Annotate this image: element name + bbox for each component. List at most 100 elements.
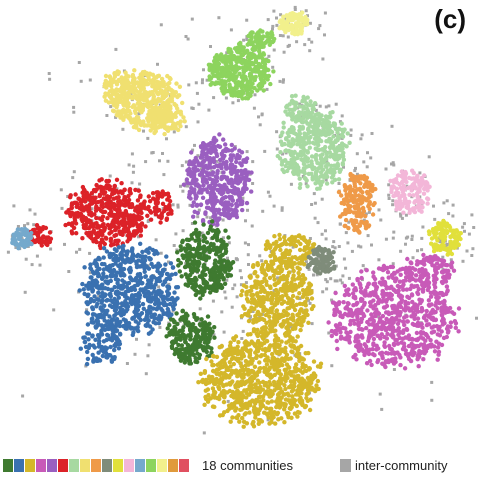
- data-point: [295, 334, 300, 339]
- data-point: [235, 168, 241, 174]
- data-point: [103, 346, 109, 351]
- inter-community-point: [278, 34, 282, 37]
- data-point: [257, 49, 262, 54]
- data-point: [205, 266, 210, 272]
- data-point: [226, 235, 231, 240]
- data-point: [192, 287, 197, 292]
- data-point: [391, 193, 396, 199]
- data-point: [281, 14, 286, 19]
- data-point: [120, 278, 125, 283]
- data-point: [407, 175, 412, 181]
- data-point: [164, 334, 169, 339]
- data-point: [289, 22, 294, 28]
- inter-community-point: [186, 184, 190, 188]
- data-point: [243, 74, 248, 80]
- inter-community-point: [157, 285, 161, 289]
- inter-community-point: [205, 250, 209, 254]
- data-point: [119, 211, 124, 216]
- data-point: [272, 277, 277, 282]
- inter-community-point: [225, 51, 229, 55]
- inter-community-point: [369, 156, 373, 160]
- inter-community-point: [399, 214, 403, 218]
- data-point: [96, 232, 101, 238]
- data-point: [82, 291, 87, 297]
- data-point: [113, 291, 119, 296]
- data-point: [180, 239, 185, 245]
- data-point: [335, 134, 341, 139]
- data-point: [206, 205, 211, 211]
- inter-community-point: [241, 196, 245, 200]
- data-point: [191, 200, 196, 205]
- data-point: [204, 180, 210, 185]
- data-point: [181, 255, 186, 261]
- inter-community-point: [387, 197, 391, 200]
- data-point: [168, 317, 174, 322]
- data-point: [116, 245, 122, 250]
- inter-community-point: [88, 251, 92, 255]
- data-point: [142, 96, 148, 102]
- data-point: [297, 104, 303, 109]
- data-point: [366, 195, 371, 200]
- data-point: [136, 299, 141, 304]
- data-point: [324, 164, 329, 169]
- data-point: [217, 144, 223, 149]
- data-point: [22, 241, 28, 246]
- data-point: [130, 332, 135, 338]
- data-point: [200, 155, 205, 160]
- inter-community-point: [357, 244, 361, 248]
- data-point: [114, 319, 120, 325]
- data-point: [193, 280, 198, 286]
- data-point: [101, 255, 106, 260]
- data-point: [24, 228, 30, 233]
- inter-community-point: [465, 249, 469, 253]
- inter-community-point: [404, 242, 407, 246]
- inter-community-point: [321, 57, 325, 61]
- data-point: [242, 306, 247, 311]
- inter-community-point: [432, 204, 435, 208]
- data-point: [154, 75, 159, 80]
- data-point: [352, 205, 358, 211]
- data-point: [220, 174, 225, 179]
- data-point: [192, 220, 198, 225]
- inter-community-point: [197, 102, 201, 106]
- data-point: [110, 221, 115, 226]
- data-point: [246, 52, 252, 57]
- inter-community-point: [377, 315, 381, 319]
- data-point: [176, 257, 181, 263]
- data-point: [415, 189, 421, 195]
- inter-community-point: [353, 169, 357, 173]
- data-point: [95, 319, 100, 324]
- data-point: [107, 314, 112, 319]
- data-point: [115, 323, 120, 328]
- data-point: [152, 111, 157, 117]
- data-point: [69, 205, 75, 211]
- inter-community-point: [298, 102, 302, 106]
- data-point: [151, 275, 157, 280]
- inter-community-point: [404, 213, 408, 217]
- data-point: [94, 182, 99, 188]
- inter-community-point: [303, 43, 307, 47]
- data-point: [269, 30, 274, 36]
- inter-community-point: [355, 152, 359, 156]
- data-point: [395, 173, 401, 178]
- data-point: [137, 271, 143, 277]
- inter-community-point: [334, 102, 338, 106]
- inter-community-point: [30, 263, 34, 267]
- data-point: [99, 261, 105, 267]
- inter-community-point: [258, 254, 262, 258]
- data-point: [88, 262, 93, 267]
- data-point: [88, 220, 93, 225]
- data-point: [83, 206, 89, 212]
- data-point: [191, 214, 196, 219]
- data-point: [219, 166, 224, 171]
- data-point: [142, 269, 147, 274]
- data-point: [288, 144, 294, 149]
- data-point: [139, 74, 144, 79]
- data-point: [291, 130, 297, 136]
- data-point: [175, 332, 181, 337]
- inter-community-point: [251, 310, 255, 313]
- data-point: [102, 241, 108, 247]
- data-point: [265, 32, 270, 37]
- data-point: [107, 184, 113, 189]
- data-point: [211, 247, 216, 252]
